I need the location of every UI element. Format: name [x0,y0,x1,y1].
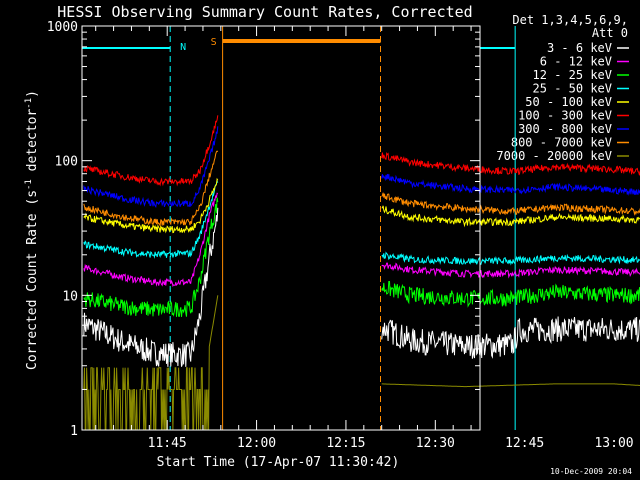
series-100-300-kev [83,115,640,187]
annotation-saa: S [211,37,217,48]
legend-header-att: Att 0 [592,26,628,40]
series-line-segment [83,150,219,228]
series-line-segment [381,205,640,228]
series-line-segment [83,177,219,234]
series-line-segment [83,115,219,187]
series-line-segment [381,251,640,266]
legend-label: 100 - 300 keV [518,109,612,123]
legend-label: 6 - 12 keV [540,55,612,69]
series-12-25-kev [83,197,640,318]
series-line-segment [83,192,218,287]
series-6-12-kev [83,192,640,287]
series-line-segment [381,281,640,308]
plot-area: N S 1 10 100 1000 11:45 12:00 12:15 12:30 12:45 13:… [47,20,640,451]
series-line-segment [83,126,219,209]
x-tick-label: 13:00 [594,436,633,451]
series-line-segment [381,173,640,196]
legend-label: 3 - 6 keV [547,41,612,55]
series-800-7000-kev [83,150,640,228]
x-tick-label: 12:30 [416,436,455,451]
y-tick-label: 1 [70,424,78,439]
y-tick-label: 1000 [47,20,78,35]
series-50-100-kev [83,177,640,234]
plot-frame [81,25,481,431]
footer-timestamp: 10-Dec-2009 20:04 [550,467,632,476]
series-line-segment [83,197,219,318]
series-line-segment [381,192,640,216]
y-tick-label: 100 [55,155,78,170]
x-tick-label: 12:00 [237,436,276,451]
legend-label: 800 - 7000 keV [511,136,612,150]
y-axis-label: Corrected Count Rate (s-1 detector-1) [24,90,40,370]
series-3-6-kev [83,207,640,367]
x-tick-label: 12:45 [505,436,544,451]
legend-label: 25 - 50 keV [533,82,612,96]
series-line-segment [83,179,219,259]
x-axis-label: Start Time (17-Apr-07 11:30:42) [157,455,400,470]
y-tick-label: 10 [62,289,78,304]
series-line-segment [381,316,640,359]
series-line-segment [381,262,640,279]
legend-label: 300 - 800 keV [518,122,612,136]
legend-label: 12 - 25 keV [533,68,612,82]
series-25-50-kev [83,179,640,266]
chart-title: HESSI Observing Summary Count Rates, Cor… [57,3,472,21]
legend-header-det: Det 1,3,4,5,6,9, [512,13,628,27]
series-line-segment [83,207,219,367]
x-tick-label: 11:45 [148,436,187,451]
legend-label: 7000 - 20000 keV [496,149,612,163]
x-tick-label: 12:15 [326,436,365,451]
legend-label: 50 - 100 keV [525,95,612,109]
series-line-segment [381,383,640,388]
annotation-night: N [180,42,186,53]
series-300-800-kev [83,126,640,209]
series-line-segment [381,151,640,176]
